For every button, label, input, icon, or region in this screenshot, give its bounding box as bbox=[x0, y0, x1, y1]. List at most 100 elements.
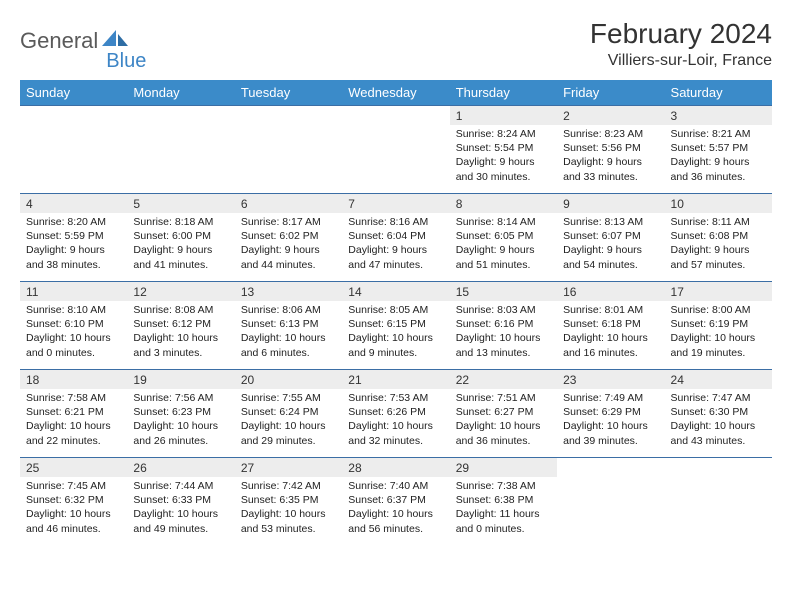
sunrise-text: Sunrise: 8:06 AM bbox=[241, 303, 336, 317]
sunset-text: Sunset: 6:18 PM bbox=[563, 317, 658, 331]
daylight-line1: Daylight: 9 hours bbox=[241, 243, 336, 257]
daylight-line2: and 32 minutes. bbox=[348, 434, 443, 448]
sunset-text: Sunset: 5:54 PM bbox=[456, 141, 551, 155]
sunset-text: Sunset: 6:08 PM bbox=[671, 229, 766, 243]
sunrise-text: Sunrise: 7:44 AM bbox=[133, 479, 228, 493]
day-details: Sunrise: 7:49 AMSunset: 6:29 PMDaylight:… bbox=[557, 389, 664, 452]
day-details: Sunrise: 8:01 AMSunset: 6:18 PMDaylight:… bbox=[557, 301, 664, 364]
location: Villiers-sur-Loir, France bbox=[590, 52, 772, 70]
day-number: 6 bbox=[235, 194, 342, 213]
day-number: 4 bbox=[20, 194, 127, 213]
day-details: Sunrise: 7:38 AMSunset: 6:38 PMDaylight:… bbox=[450, 477, 557, 540]
day-number: 15 bbox=[450, 282, 557, 301]
day-details: Sunrise: 7:55 AMSunset: 6:24 PMDaylight:… bbox=[235, 389, 342, 452]
sunrise-text: Sunrise: 8:11 AM bbox=[671, 215, 766, 229]
daylight-line2: and 46 minutes. bbox=[26, 522, 121, 536]
daylight-line1: Daylight: 10 hours bbox=[563, 331, 658, 345]
calendar-week-row: 4Sunrise: 8:20 AMSunset: 5:59 PMDaylight… bbox=[20, 194, 772, 282]
day-number: 12 bbox=[127, 282, 234, 301]
sunrise-text: Sunrise: 7:45 AM bbox=[26, 479, 121, 493]
daylight-line2: and 43 minutes. bbox=[671, 434, 766, 448]
brand-logo: General Blue bbox=[20, 18, 146, 63]
day-details: Sunrise: 7:47 AMSunset: 6:30 PMDaylight:… bbox=[665, 389, 772, 452]
daylight-line1: Daylight: 9 hours bbox=[456, 155, 551, 169]
daylight-line2: and 13 minutes. bbox=[456, 346, 551, 360]
calendar-day-cell: 29Sunrise: 7:38 AMSunset: 6:38 PMDayligh… bbox=[450, 458, 557, 546]
calendar-week-row: 18Sunrise: 7:58 AMSunset: 6:21 PMDayligh… bbox=[20, 370, 772, 458]
weekday-header: Friday bbox=[557, 80, 664, 106]
calendar-day-cell: 16Sunrise: 8:01 AMSunset: 6:18 PMDayligh… bbox=[557, 282, 664, 370]
sunrise-text: Sunrise: 8:13 AM bbox=[563, 215, 658, 229]
calendar-table: SundayMondayTuesdayWednesdayThursdayFrid… bbox=[20, 80, 772, 546]
calendar-day-cell: 4Sunrise: 8:20 AMSunset: 5:59 PMDaylight… bbox=[20, 194, 127, 282]
calendar-day-cell: 1Sunrise: 8:24 AMSunset: 5:54 PMDaylight… bbox=[450, 106, 557, 194]
sunset-text: Sunset: 6:10 PM bbox=[26, 317, 121, 331]
calendar-day-cell: 5Sunrise: 8:18 AMSunset: 6:00 PMDaylight… bbox=[127, 194, 234, 282]
daylight-line2: and 19 minutes. bbox=[671, 346, 766, 360]
day-details: Sunrise: 7:44 AMSunset: 6:33 PMDaylight:… bbox=[127, 477, 234, 540]
day-number: 9 bbox=[557, 194, 664, 213]
day-details: Sunrise: 8:03 AMSunset: 6:16 PMDaylight:… bbox=[450, 301, 557, 364]
day-number: 2 bbox=[557, 106, 664, 125]
day-number: 11 bbox=[20, 282, 127, 301]
calendar-day-cell: 10Sunrise: 8:11 AMSunset: 6:08 PMDayligh… bbox=[665, 194, 772, 282]
calendar-day-cell: 15Sunrise: 8:03 AMSunset: 6:16 PMDayligh… bbox=[450, 282, 557, 370]
day-details: Sunrise: 8:00 AMSunset: 6:19 PMDaylight:… bbox=[665, 301, 772, 364]
daylight-line2: and 3 minutes. bbox=[133, 346, 228, 360]
daylight-line2: and 36 minutes. bbox=[456, 434, 551, 448]
calendar-day-cell: 19Sunrise: 7:56 AMSunset: 6:23 PMDayligh… bbox=[127, 370, 234, 458]
sunrise-text: Sunrise: 7:40 AM bbox=[348, 479, 443, 493]
sunrise-text: Sunrise: 8:00 AM bbox=[671, 303, 766, 317]
day-details: Sunrise: 8:17 AMSunset: 6:02 PMDaylight:… bbox=[235, 213, 342, 276]
calendar-day-cell: 18Sunrise: 7:58 AMSunset: 6:21 PMDayligh… bbox=[20, 370, 127, 458]
calendar-empty-cell bbox=[557, 458, 664, 546]
sunrise-text: Sunrise: 8:14 AM bbox=[456, 215, 551, 229]
weekday-header-row: SundayMondayTuesdayWednesdayThursdayFrid… bbox=[20, 80, 772, 106]
calendar-day-cell: 11Sunrise: 8:10 AMSunset: 6:10 PMDayligh… bbox=[20, 282, 127, 370]
calendar-day-cell: 21Sunrise: 7:53 AMSunset: 6:26 PMDayligh… bbox=[342, 370, 449, 458]
daylight-line1: Daylight: 11 hours bbox=[456, 507, 551, 521]
day-number: 25 bbox=[20, 458, 127, 477]
sunrise-text: Sunrise: 8:10 AM bbox=[26, 303, 121, 317]
daylight-line1: Daylight: 10 hours bbox=[26, 507, 121, 521]
daylight-line1: Daylight: 10 hours bbox=[348, 419, 443, 433]
day-number: 17 bbox=[665, 282, 772, 301]
daylight-line1: Daylight: 9 hours bbox=[348, 243, 443, 257]
daylight-line2: and 51 minutes. bbox=[456, 258, 551, 272]
daylight-line1: Daylight: 9 hours bbox=[563, 155, 658, 169]
sunset-text: Sunset: 5:59 PM bbox=[26, 229, 121, 243]
daylight-line1: Daylight: 10 hours bbox=[241, 331, 336, 345]
weekday-header: Wednesday bbox=[342, 80, 449, 106]
daylight-line1: Daylight: 10 hours bbox=[26, 419, 121, 433]
sunset-text: Sunset: 6:24 PM bbox=[241, 405, 336, 419]
sunset-text: Sunset: 6:15 PM bbox=[348, 317, 443, 331]
header: General Blue February 2024 Villiers-sur-… bbox=[20, 18, 772, 70]
daylight-line2: and 16 minutes. bbox=[563, 346, 658, 360]
day-number: 16 bbox=[557, 282, 664, 301]
brand-sail-icon bbox=[102, 30, 128, 48]
calendar-day-cell: 7Sunrise: 8:16 AMSunset: 6:04 PMDaylight… bbox=[342, 194, 449, 282]
day-details: Sunrise: 7:51 AMSunset: 6:27 PMDaylight:… bbox=[450, 389, 557, 452]
calendar-week-row: 1Sunrise: 8:24 AMSunset: 5:54 PMDaylight… bbox=[20, 106, 772, 194]
calendar-body: 1Sunrise: 8:24 AMSunset: 5:54 PMDaylight… bbox=[20, 106, 772, 546]
sunset-text: Sunset: 6:02 PM bbox=[241, 229, 336, 243]
daylight-line1: Daylight: 10 hours bbox=[671, 419, 766, 433]
day-details: Sunrise: 8:05 AMSunset: 6:15 PMDaylight:… bbox=[342, 301, 449, 364]
month-title: February 2024 bbox=[590, 18, 772, 50]
sunrise-text: Sunrise: 8:18 AM bbox=[133, 215, 228, 229]
daylight-line2: and 38 minutes. bbox=[26, 258, 121, 272]
day-number: 19 bbox=[127, 370, 234, 389]
weekday-header: Thursday bbox=[450, 80, 557, 106]
day-details: Sunrise: 8:11 AMSunset: 6:08 PMDaylight:… bbox=[665, 213, 772, 276]
daylight-line2: and 57 minutes. bbox=[671, 258, 766, 272]
daylight-line2: and 36 minutes. bbox=[671, 170, 766, 184]
sunset-text: Sunset: 6:37 PM bbox=[348, 493, 443, 507]
sunrise-text: Sunrise: 8:17 AM bbox=[241, 215, 336, 229]
sunrise-text: Sunrise: 8:08 AM bbox=[133, 303, 228, 317]
day-details: Sunrise: 7:53 AMSunset: 6:26 PMDaylight:… bbox=[342, 389, 449, 452]
daylight-line2: and 29 minutes. bbox=[241, 434, 336, 448]
daylight-line1: Daylight: 10 hours bbox=[348, 331, 443, 345]
sunset-text: Sunset: 5:56 PM bbox=[563, 141, 658, 155]
calendar-empty-cell bbox=[342, 106, 449, 194]
day-details: Sunrise: 8:06 AMSunset: 6:13 PMDaylight:… bbox=[235, 301, 342, 364]
